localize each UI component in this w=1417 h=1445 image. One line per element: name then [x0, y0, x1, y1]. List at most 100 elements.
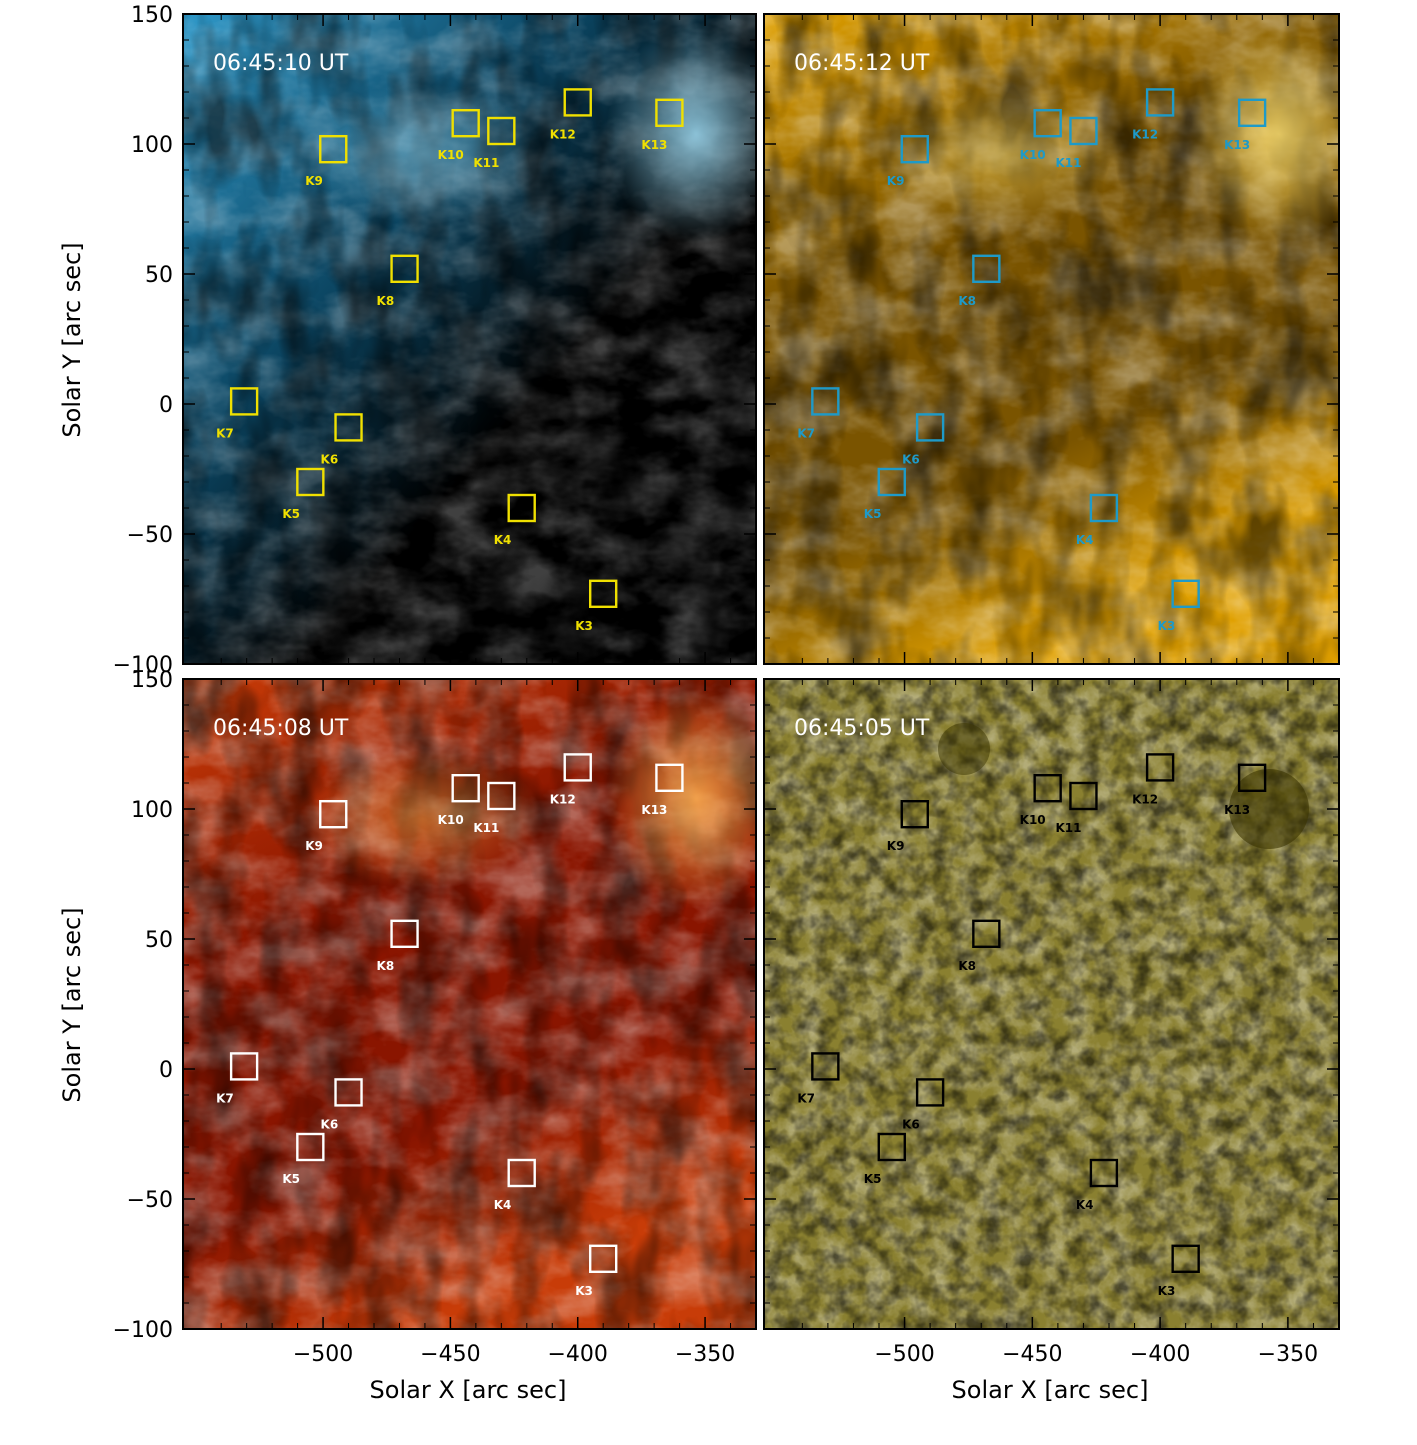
kernel-box-k13 — [655, 98, 684, 128]
kernel-label-k4: K4 — [494, 533, 512, 547]
bright-loop-region — [606, 689, 756, 909]
x-axis-label-right: Solar X [arc sec] — [952, 1376, 1149, 1404]
axes-frame — [182, 678, 757, 1330]
y-tick-label: 100 — [131, 798, 173, 823]
y-tick-label: −50 — [127, 1188, 173, 1213]
kernel-box-k11 — [1069, 781, 1098, 811]
panels: 06:45:10 UT K3 K4 K5 K6 K7 K8 K9 K10 K11 K12 K13 06:… — [183, 14, 1339, 1329]
x-tick-label: −350 — [1258, 1342, 1318, 1367]
kernel-box-k9 — [319, 134, 348, 164]
kernel-box-k6 — [334, 413, 363, 442]
panel-top-right: 06:45:12 UT K3 K4 K5 K6 K7 K8 K9 K10 K11 K12 K13 — [764, 14, 1339, 664]
y-axis-label-top: Solar Y [arc sec] — [58, 242, 86, 437]
kernel-label-k9: K9 — [305, 174, 323, 188]
y-tick-label: 50 — [145, 928, 173, 953]
y-axis-label-bottom: Solar Y [arc sec] — [58, 907, 86, 1102]
kernel-label-k5: K5 — [864, 1172, 882, 1186]
x-tick-label: −450 — [1002, 1342, 1062, 1367]
bright-loop-region — [1189, 24, 1339, 244]
kernel-label-k3: K3 — [575, 1284, 593, 1298]
kernel-label-k6: K6 — [902, 452, 920, 466]
kernel-box-k4 — [1089, 1158, 1119, 1188]
timestamp-label: 06:45:08 UT — [213, 716, 349, 741]
y-tick-label: −100 — [113, 653, 173, 678]
kernel-label-k13: K13 — [641, 803, 667, 817]
kernel-label-k3: K3 — [1158, 1284, 1176, 1298]
kernel-label-k13: K13 — [1224, 138, 1250, 152]
kernel-box-k12 — [563, 753, 592, 782]
bright-loop-region — [303, 749, 543, 889]
axes-top-right — [763, 13, 1340, 665]
kernel-box-k7 — [229, 1052, 259, 1081]
kernel-label-k4: K4 — [494, 1198, 512, 1212]
kernel-box-k7 — [811, 1052, 840, 1081]
kernel-label-k12: K12 — [550, 792, 576, 806]
bright-loop-region — [884, 84, 1124, 224]
kernel-label-k12: K12 — [1132, 127, 1158, 141]
kernel-label-k10: K10 — [438, 148, 464, 162]
kernel-box-k8 — [390, 254, 419, 284]
y-tick-label: 0 — [159, 1058, 173, 1083]
kernel-label-k11: K11 — [473, 821, 499, 835]
kernel-box-k13 — [655, 763, 684, 792]
kernel-label-k4: K4 — [1076, 533, 1094, 547]
axes-top-left: −100 −50 0 50 100 150 — [113, 3, 757, 678]
kernel-box-k8 — [972, 254, 1001, 284]
bright-loop-region — [606, 24, 756, 244]
x-tick-label: −500 — [293, 1342, 353, 1367]
x-tick-label: −450 — [420, 1342, 480, 1367]
kernel-box-k4 — [507, 1158, 536, 1188]
kernel-box-k9 — [900, 800, 929, 829]
kernel-box-k9 — [319, 800, 348, 829]
kernel-box-k6 — [334, 1078, 363, 1107]
kernel-label-k8: K8 — [377, 959, 395, 973]
kernel-box-k6 — [915, 1078, 945, 1107]
kernel-label-k11: K11 — [473, 156, 499, 170]
kernel-box-k7 — [229, 387, 259, 416]
kernel-label-k13: K13 — [641, 138, 667, 152]
y-tick-label: 150 — [131, 3, 173, 28]
kernel-box-k8 — [390, 919, 419, 948]
kernel-box-k9 — [900, 134, 929, 164]
kernel-label-k10: K10 — [1020, 813, 1046, 827]
kernel-box-k3 — [589, 1244, 618, 1274]
kernel-label-k7: K7 — [797, 426, 815, 440]
kernel-label-k5: K5 — [864, 507, 882, 521]
kernel-label-k5: K5 — [282, 1172, 300, 1186]
kernel-label-k9: K9 — [887, 174, 905, 188]
kernel-label-k7: K7 — [216, 426, 234, 440]
kernel-label-k6: K6 — [321, 452, 339, 466]
kernel-label-k9: K9 — [305, 839, 323, 853]
kernel-box-k11 — [487, 116, 516, 146]
kernel-box-k10 — [1033, 774, 1062, 803]
kernel-box-k5 — [877, 1132, 906, 1162]
kernel-box-k10 — [451, 108, 480, 138]
bright-loop-region — [303, 84, 543, 224]
timestamp-label: 06:45:05 UT — [794, 716, 930, 741]
kernel-label-k4: K4 — [1076, 1198, 1094, 1212]
kernel-box-k10 — [1033, 108, 1062, 138]
timestamp-label: 06:45:10 UT — [213, 51, 349, 76]
sunspot — [938, 723, 990, 775]
kernel-box-k3 — [589, 579, 618, 608]
kernel-label-k8: K8 — [377, 294, 395, 308]
y-tick-label: 150 — [131, 668, 173, 693]
axes-bottom-right: −500 −450 −400 −350 — [763, 678, 1340, 1367]
kernel-box-k5 — [296, 1132, 325, 1162]
kernel-box-k5 — [296, 467, 325, 497]
kernel-box-k10 — [451, 774, 480, 803]
panel-bottom-right: 06:45:05 UT K3 K4 K5 K6 K7 K8 K9 K10 K11 K12 K13 — [764, 679, 1339, 1329]
kernel-box-k12 — [563, 88, 592, 117]
timestamp-label: 06:45:12 UT — [794, 51, 930, 76]
kernel-label-k6: K6 — [902, 1117, 920, 1131]
y-tick-label: 50 — [145, 263, 173, 288]
kernel-box-k7 — [811, 387, 840, 416]
kernel-box-k13 — [1237, 763, 1267, 792]
kernel-label-k8: K8 — [958, 959, 976, 973]
kernel-label-k5: K5 — [282, 507, 300, 521]
x-tick-label: −500 — [874, 1342, 934, 1367]
kernel-label-k8: K8 — [958, 294, 976, 308]
